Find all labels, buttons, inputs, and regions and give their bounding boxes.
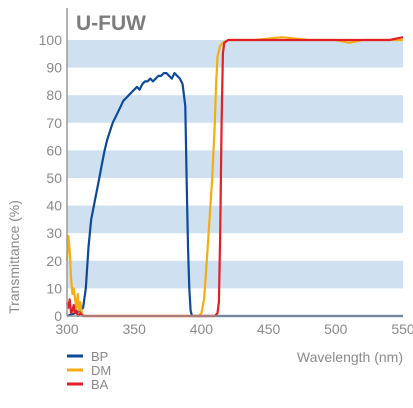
y-tick-label: 0 — [54, 308, 62, 324]
series-line-ba — [65, 36, 404, 318]
x-tick-label: 350 — [123, 321, 147, 337]
grid-bands — [67, 40, 403, 289]
legend-label-bp: BP — [91, 349, 108, 364]
legend-label-ba: BA — [91, 377, 109, 392]
y-tick-label: 10 — [46, 280, 62, 296]
x-tick-label: 400 — [190, 321, 214, 337]
y-tick-label: 70 — [46, 115, 62, 131]
y-tick-label: 30 — [46, 225, 62, 241]
x-tick-label: 500 — [324, 321, 348, 337]
x-tick-labels: 300 350 400 450 500 550 — [55, 321, 413, 337]
y-tick-label: 90 — [46, 60, 62, 76]
y-axis-label: Transmittance (%) — [6, 200, 22, 314]
y-tick-labels: 0 10 20 30 40 50 60 70 80 90 100 — [39, 32, 63, 324]
y-tick-label: 60 — [46, 142, 62, 158]
y-tick-label: 80 — [46, 87, 62, 103]
grid-band — [67, 205, 403, 234]
axes — [66, 8, 403, 317]
grid-band — [67, 260, 403, 289]
series-lines — [65, 36, 404, 318]
y-tick-label: 20 — [46, 253, 62, 269]
grid-band — [67, 40, 403, 68]
y-tick-label: 100 — [39, 32, 63, 48]
x-tick-label: 300 — [55, 321, 79, 337]
x-axis-label: Wavelength (nm) — [297, 349, 403, 365]
series-line-bp — [66, 72, 403, 318]
y-tick-label: 50 — [46, 170, 62, 186]
chart-title: U-FUW — [76, 12, 146, 35]
legend-label-dm: DM — [91, 363, 111, 378]
y-tick-label: 40 — [46, 198, 62, 214]
grid-band — [67, 150, 403, 178]
x-tick-label: 550 — [391, 321, 413, 337]
grid-band — [67, 95, 403, 123]
x-tick-label: 450 — [257, 321, 281, 337]
